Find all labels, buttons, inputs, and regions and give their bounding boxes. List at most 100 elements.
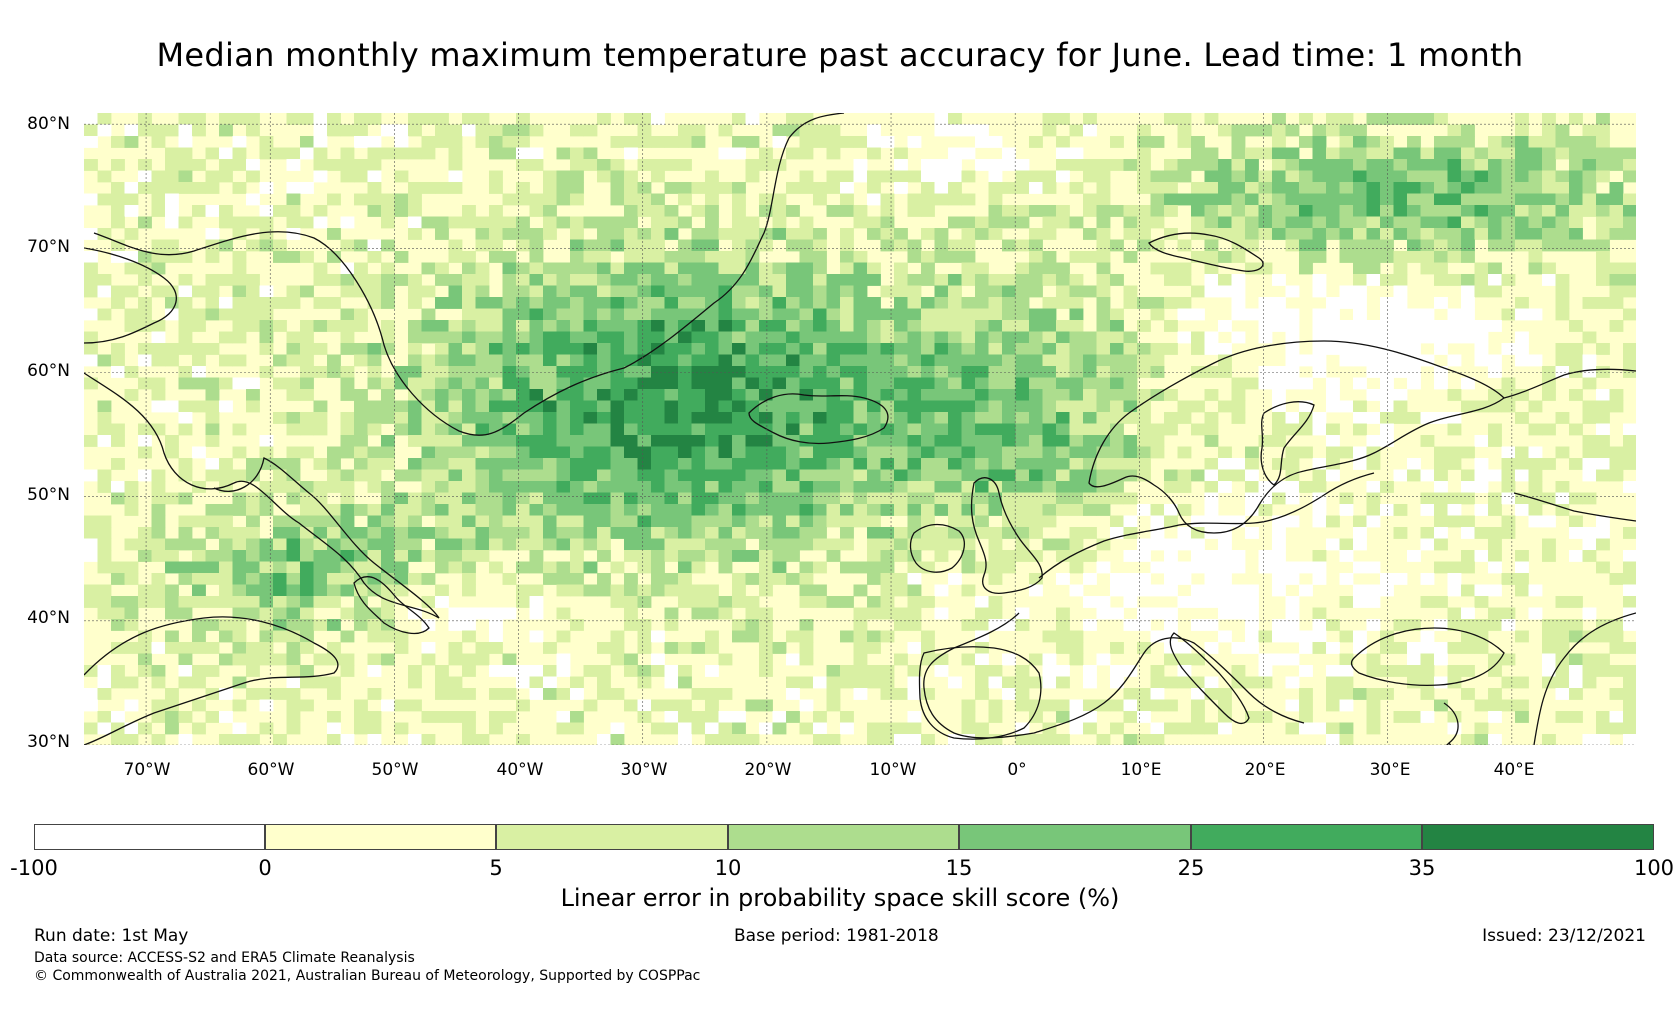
skill-cell <box>1461 584 1475 597</box>
skill-cell <box>408 205 422 217</box>
skill-cell <box>1069 147 1084 160</box>
skill-cell <box>1488 469 1502 482</box>
skill-cell <box>178 297 193 309</box>
skill-cell <box>718 262 733 275</box>
skill-cell <box>1542 147 1556 160</box>
skill-cell <box>1002 285 1016 298</box>
skill-cell <box>1123 412 1138 424</box>
skill-cell <box>597 665 611 677</box>
skill-cell <box>111 343 125 355</box>
skill-cell <box>867 642 881 654</box>
skill-cell <box>948 377 962 390</box>
skill-cell <box>1569 458 1583 470</box>
skill-cell <box>1569 389 1583 401</box>
skill-cell <box>1110 527 1124 539</box>
skill-cell <box>1110 366 1124 378</box>
skill-cell <box>1110 343 1124 355</box>
skill-cell <box>624 400 638 413</box>
skill-cell <box>556 389 571 401</box>
skill-cell <box>907 308 922 321</box>
skill-cell <box>1623 423 1636 436</box>
skill-cell <box>867 458 881 470</box>
skill-cell <box>178 538 193 551</box>
skill-cell <box>1366 320 1381 332</box>
skill-cell <box>1042 412 1057 424</box>
skill-cell <box>1366 653 1381 666</box>
skill-cell <box>759 527 773 539</box>
skill-cell <box>1137 550 1151 562</box>
skill-cell <box>570 366 584 378</box>
skill-cell <box>1353 251 1367 263</box>
skill-cell <box>354 584 368 597</box>
skill-cell <box>421 262 436 275</box>
skill-cell <box>1110 469 1124 482</box>
skill-cell <box>340 366 355 378</box>
skill-cell <box>1420 147 1435 160</box>
skill-cell <box>516 538 530 551</box>
skill-cell <box>907 619 922 631</box>
skill-cell <box>556 274 571 286</box>
skill-cell <box>1069 711 1084 723</box>
skill-cell <box>84 136 98 148</box>
skill-cell <box>988 538 1003 551</box>
skill-cell <box>975 607 989 620</box>
skill-cell <box>111 366 125 378</box>
skill-cell <box>205 170 220 183</box>
skill-cell <box>556 527 571 539</box>
skill-cell <box>718 527 733 539</box>
skill-cell <box>826 688 841 700</box>
skill-cell <box>1069 389 1084 401</box>
skill-cell <box>1515 113 1529 125</box>
skill-cell <box>975 515 989 528</box>
skill-cell <box>664 182 679 194</box>
skill-cell <box>1515 216 1529 229</box>
skill-cell <box>232 297 247 309</box>
skill-cell <box>1312 642 1327 654</box>
skill-cell <box>84 343 98 355</box>
skill-cell <box>84 124 98 137</box>
skill-cell <box>1015 676 1030 689</box>
skill-cell <box>1501 147 1516 160</box>
skill-cell <box>1096 389 1111 401</box>
skill-cell <box>691 446 706 459</box>
skill-cell <box>354 170 368 183</box>
skill-cell <box>1056 492 1070 505</box>
north-africa-coast <box>1443 612 1636 745</box>
skill-cell <box>921 446 935 459</box>
skill-cell <box>367 550 382 562</box>
skill-cell <box>489 469 503 482</box>
skill-cell <box>354 596 368 608</box>
skill-cell <box>759 481 773 493</box>
skill-cell <box>381 492 395 505</box>
skill-cell <box>583 389 598 401</box>
skill-cell <box>975 228 989 240</box>
skill-cell <box>651 573 665 585</box>
skill-cell <box>624 458 638 470</box>
skill-cell <box>435 228 449 240</box>
skill-cell <box>462 630 476 643</box>
skill-cell <box>1528 159 1543 171</box>
skill-cell <box>799 435 814 447</box>
skill-cell <box>1474 596 1489 608</box>
skill-cell <box>1083 458 1097 470</box>
skill-cell <box>1312 193 1327 206</box>
skill-cell <box>462 722 476 735</box>
skill-cell <box>1366 113 1381 125</box>
skill-cell <box>462 308 476 321</box>
skill-cell <box>691 389 706 401</box>
skill-cell <box>448 366 463 378</box>
skill-cell <box>1258 320 1273 332</box>
skill-cell <box>1150 607 1165 620</box>
skill-cell <box>138 584 152 597</box>
skill-cell <box>475 343 490 355</box>
skill-cell <box>543 492 557 505</box>
skill-cell <box>1029 504 1043 516</box>
lat-label-50n: 50°N <box>27 485 70 505</box>
skill-cell <box>1164 515 1178 528</box>
skill-cell <box>286 584 301 597</box>
skill-cell <box>1447 170 1462 183</box>
skill-cell <box>1029 320 1043 332</box>
skill-cell <box>1015 734 1030 745</box>
skill-cell <box>948 504 962 516</box>
skill-cell <box>178 216 193 229</box>
